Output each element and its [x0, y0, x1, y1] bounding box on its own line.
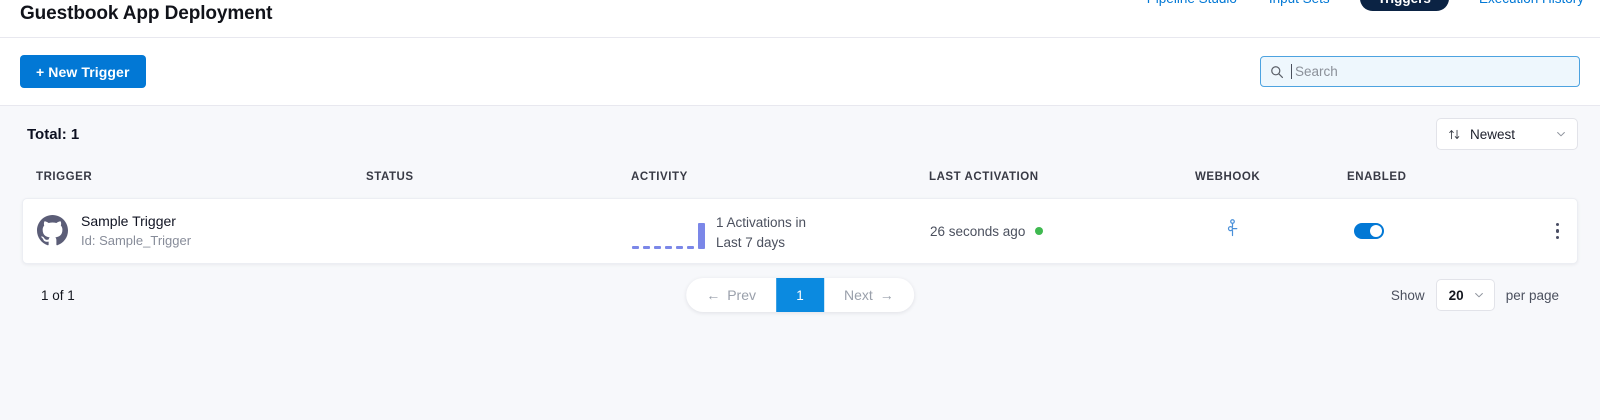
tab-input-sets[interactable]: Input Sets	[1267, 0, 1332, 10]
sort-dropdown[interactable]: Newest	[1436, 118, 1578, 150]
tab-triggers[interactable]: Triggers	[1359, 0, 1449, 11]
status-badge	[1035, 227, 1044, 235]
column-header-trigger: TRIGGER	[36, 171, 93, 183]
page-title: Guestbook App Deployment	[20, 3, 273, 24]
text-cursor	[1291, 64, 1292, 79]
tab-pipeline-studio[interactable]: Pipeline Studio	[1145, 0, 1239, 10]
page-number-1[interactable]: 1	[776, 278, 824, 312]
sort-arrows-icon	[1449, 129, 1460, 139]
per-page-control: Show 20 per page	[1391, 279, 1559, 311]
table-row[interactable]: Sample Trigger Id: Sample_Trigger 1 Acti…	[22, 198, 1578, 264]
show-label: Show	[1390, 287, 1425, 303]
activity-sparkline	[632, 219, 705, 249]
github-icon	[37, 215, 68, 246]
column-header-enabled: ENABLED	[1347, 171, 1407, 183]
tab-execution-history[interactable]: Execution History	[1477, 0, 1586, 10]
trigger-text-block: Sample Trigger Id: Sample_Trigger	[81, 211, 191, 250]
per-page-label: per page	[1505, 287, 1559, 303]
chevron-down-icon	[1557, 132, 1565, 137]
column-header-last-activation: LAST ACTIVATION	[929, 171, 1039, 183]
per-page-dropdown[interactable]: 20	[1435, 279, 1495, 311]
trigger-id: Id: Sample_Trigger	[81, 232, 192, 248]
column-header-status: STATUS	[366, 171, 414, 183]
pagination-footer: 1 of 1 ← Prev 1 Next → Show 20 per page	[22, 264, 1578, 326]
kebab-menu-icon[interactable]	[1552, 219, 1564, 244]
trigger-cell: Sample Trigger Id: Sample_Trigger	[37, 211, 367, 250]
page-count: 1 of 1	[41, 287, 75, 303]
triggers-content: Total: 1 Newest TRIGGER STATUS ACTIVITY …	[0, 106, 1600, 326]
total-count: Total: 1	[27, 125, 80, 143]
row-actions-cell	[1498, 219, 1563, 244]
trigger-name: Sample Trigger	[81, 213, 176, 230]
webhook-cell	[1196, 219, 1348, 243]
new-trigger-button[interactable]: + New Trigger	[20, 55, 146, 88]
chevron-down-icon	[1474, 293, 1483, 298]
primary-nav-tabs: Pipeline Studio Input Sets Triggers Exec…	[1145, 0, 1586, 11]
next-label: Next	[844, 287, 873, 303]
last-activation-cell: 26 seconds ago	[930, 224, 1196, 239]
webhook-icon[interactable]	[1225, 219, 1240, 238]
search-box[interactable]	[1260, 56, 1580, 87]
per-page-value: 20	[1448, 287, 1464, 303]
activity-cell: 1 Activations in Last 7 days	[632, 213, 930, 250]
next-page-button[interactable]: Next →	[824, 278, 914, 312]
table-header: TRIGGER STATUS ACTIVITY LAST ACTIVATION …	[22, 162, 1578, 192]
last-activation-time: 26 seconds ago	[930, 223, 1026, 239]
sort-value: Newest	[1470, 126, 1516, 142]
prev-page-button[interactable]: ← Prev	[686, 278, 776, 312]
top-header: Guestbook App Deployment Pipeline Studio…	[0, 0, 1600, 38]
arrow-right-icon: →	[879, 287, 894, 303]
list-meta-row: Total: 1 Newest	[22, 106, 1578, 162]
search-input[interactable]	[1295, 64, 1570, 79]
prev-label: Prev	[727, 287, 756, 303]
column-header-webhook: WEBHOOK	[1195, 171, 1261, 183]
enabled-cell	[1348, 223, 1498, 239]
activity-line-1: 1 Activations in	[716, 215, 807, 231]
toolbar: + New Trigger	[0, 38, 1600, 106]
search-icon	[1271, 65, 1284, 78]
activity-summary: 1 Activations in Last 7 days	[716, 213, 806, 253]
activity-line-2: Last 7 days	[716, 235, 786, 250]
column-header-activity: ACTIVITY	[631, 171, 688, 183]
pagination-control: ← Prev 1 Next →	[686, 278, 914, 312]
enabled-toggle[interactable]	[1354, 223, 1384, 239]
arrow-left-icon: ←	[706, 287, 721, 303]
